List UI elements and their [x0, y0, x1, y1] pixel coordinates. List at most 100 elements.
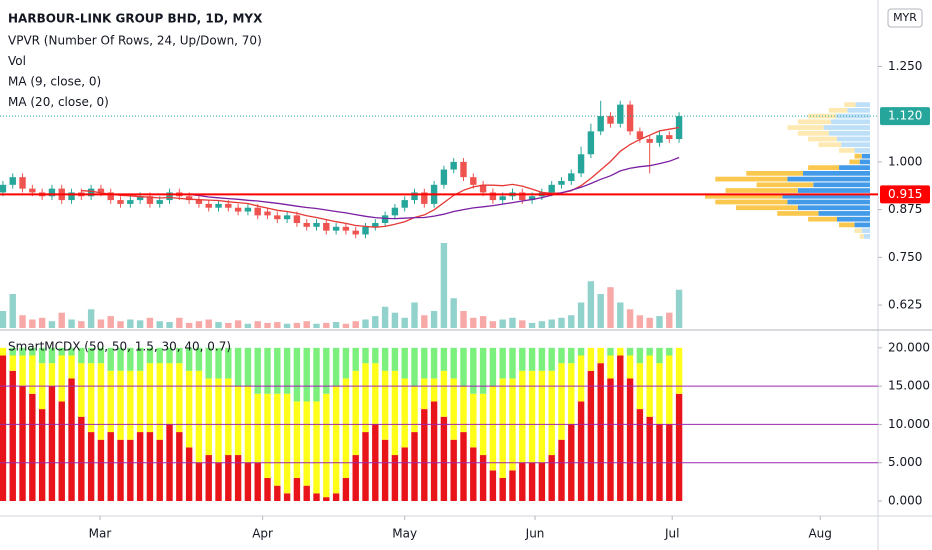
volume-bar — [440, 243, 448, 328]
vpvr-down — [854, 153, 862, 159]
volume-bar — [215, 322, 222, 328]
indicator-bar — [205, 378, 212, 456]
indicator-bar — [636, 347, 644, 364]
indicator-bar — [97, 347, 105, 364]
indicator-bar — [195, 347, 203, 371]
indicator-bar — [313, 347, 320, 402]
candle-body — [411, 192, 418, 201]
x-tick-label: Jun — [525, 527, 545, 541]
volume-bar — [617, 302, 624, 328]
volume-bar — [450, 298, 457, 328]
vpvr-down — [808, 165, 840, 170]
volume-bar — [352, 321, 359, 328]
indicator-bar — [577, 355, 585, 402]
indicator-bar — [283, 393, 291, 494]
candle-body — [283, 215, 291, 220]
candle-body — [225, 203, 232, 208]
vpvr-up — [813, 182, 870, 188]
indicator-bar — [107, 370, 114, 433]
volume-bar — [470, 317, 477, 328]
indicator-bar — [675, 347, 683, 394]
candle-body — [548, 184, 555, 193]
indicator-bar — [215, 378, 222, 463]
indicator-bar — [558, 347, 565, 364]
indicator-bar — [666, 355, 673, 425]
indicator-bar — [156, 439, 163, 501]
indicator-bar — [440, 347, 448, 371]
volume-bar — [264, 322, 271, 328]
indicator-bar — [528, 370, 536, 463]
vpvr-down — [705, 193, 783, 199]
indicator-bar — [362, 363, 369, 433]
vpvr-down — [787, 125, 824, 130]
candle-body — [607, 116, 614, 124]
indicator-bar — [411, 347, 418, 387]
indicator-bar — [528, 347, 536, 371]
indicator-bar — [548, 455, 555, 501]
candle-body — [577, 154, 585, 174]
indicator-bar — [568, 347, 575, 364]
indicator-bar — [87, 347, 95, 364]
vpvr-up — [859, 159, 870, 165]
candle-body — [626, 104, 634, 132]
y-tick-label: 5.000 — [888, 455, 922, 469]
volume-bar — [499, 319, 506, 328]
indicator-bar — [499, 378, 506, 479]
y-tick-label: 1.250 — [888, 59, 922, 73]
indicator-bar — [156, 347, 163, 364]
indicator-bar — [244, 347, 252, 387]
indicator-bar — [264, 393, 271, 479]
ma-line — [81, 126, 680, 228]
volume-bar — [401, 317, 408, 328]
indicator-bar — [146, 347, 154, 364]
indicator-bar — [666, 347, 673, 356]
volume-bar — [195, 321, 203, 328]
volume-bar — [283, 323, 291, 328]
indicator-bar — [195, 462, 203, 501]
y-tick-label: 10.000 — [888, 417, 930, 431]
vpvr-up — [863, 233, 870, 239]
indicator-bar — [381, 370, 389, 440]
candle-body — [205, 203, 212, 208]
volume-bar — [430, 311, 438, 328]
indicator-bar — [185, 347, 193, 371]
indicator-bar — [519, 347, 526, 371]
indicator-bar — [146, 432, 154, 501]
indicator-bar — [48, 363, 56, 387]
currency-box — [887, 8, 923, 28]
candle-body — [19, 177, 26, 189]
indicator-bar — [430, 401, 438, 501]
indicator-bar — [303, 347, 310, 402]
vpvr-up — [855, 102, 870, 107]
volume-bar — [274, 322, 281, 328]
volume-bar — [587, 281, 595, 328]
indicator-bar — [117, 439, 124, 501]
indicator-bar — [215, 462, 222, 501]
indicator-bar — [127, 370, 134, 440]
volume-bar — [479, 316, 487, 328]
indicator-bar — [78, 363, 85, 417]
volume-bar — [205, 319, 212, 328]
indicator-bar — [411, 386, 418, 433]
volume-bar — [254, 321, 261, 328]
volume-bar — [58, 312, 65, 328]
indicator-bar — [87, 432, 95, 501]
indicator-bar — [577, 347, 585, 356]
volume-bar — [421, 315, 428, 328]
candle-body — [195, 200, 203, 204]
y-tick-label: 20.000 — [888, 340, 930, 354]
vpvr-down — [808, 136, 837, 142]
indicator-bar — [293, 401, 301, 479]
x-tick-label: Aug — [808, 527, 831, 541]
candle-body — [293, 215, 301, 223]
vpvr-down — [818, 142, 842, 148]
indicator-bar — [19, 386, 26, 501]
candle-body — [9, 177, 16, 185]
indicator-bar — [303, 401, 310, 486]
indicator-bar — [342, 378, 350, 479]
vpvr-up — [797, 188, 870, 193]
volume-bar — [176, 317, 183, 328]
candle-body — [391, 207, 399, 216]
indicator-title: SmartMCDX (50, 50, 1.5, 30, 40, 0.7) — [8, 340, 231, 354]
candle-body — [48, 188, 56, 197]
